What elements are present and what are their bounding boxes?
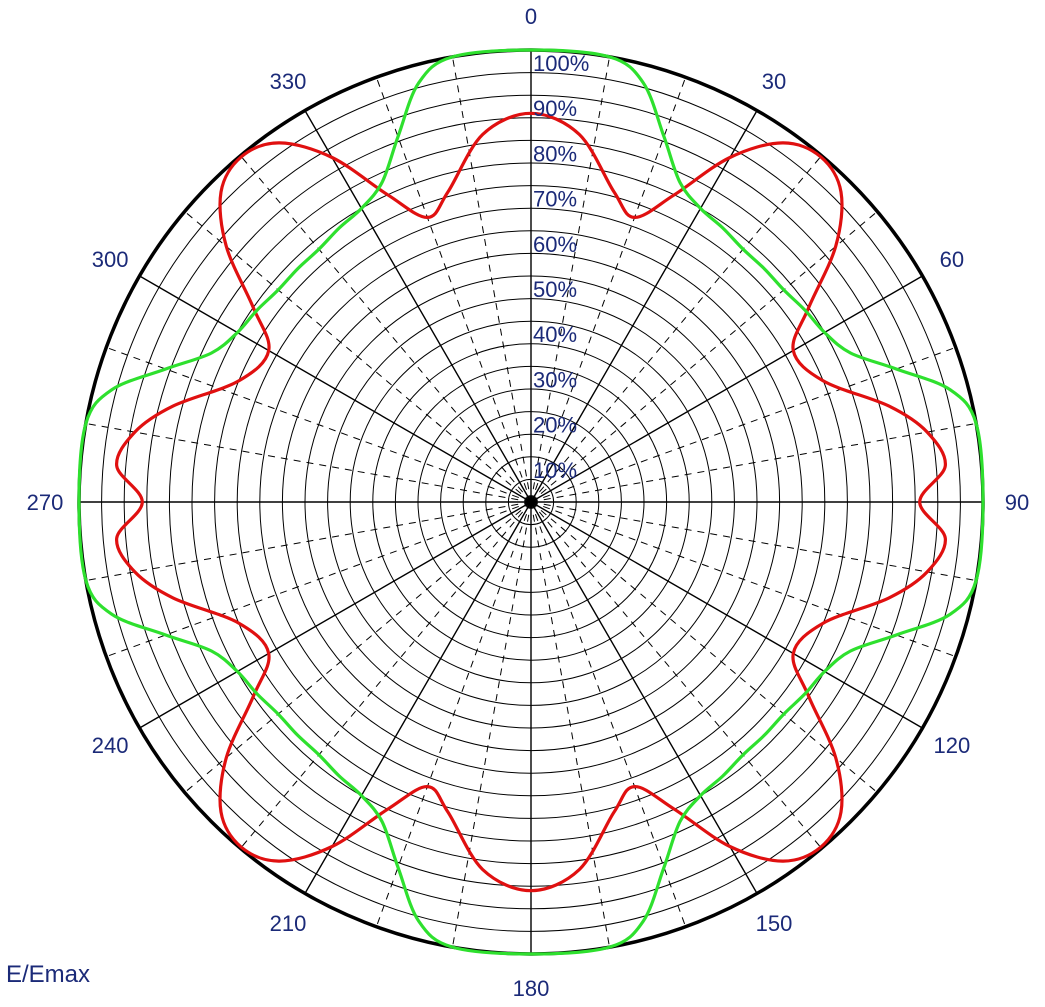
polar-grid <box>77 48 985 956</box>
radial-tick-label: 90% <box>533 96 577 121</box>
angle-tick-label: 30 <box>762 69 786 94</box>
radial-tick-label: 80% <box>533 141 577 166</box>
radial-ring <box>168 139 894 865</box>
radial-ring <box>327 298 735 706</box>
radial-tick-label: 50% <box>533 277 577 302</box>
radial-ring <box>417 388 645 616</box>
radial-ring <box>101 72 961 932</box>
radial-ring <box>440 411 622 593</box>
radial-ring <box>507 478 555 526</box>
radial-ring <box>281 252 781 752</box>
angle-tick-label: 150 <box>756 911 793 936</box>
radial-ring <box>236 207 826 797</box>
series-layer <box>77 48 985 956</box>
radial-ring <box>394 365 668 639</box>
radial-ring <box>259 230 803 774</box>
radial-tick-label: 30% <box>533 367 577 392</box>
radial-tick-label: 70% <box>533 187 577 212</box>
angle-tick-label: 0 <box>525 4 537 29</box>
radial-tick-label: 60% <box>533 232 577 257</box>
angle-tick-label: 240 <box>92 733 129 758</box>
angle-tick-label: 330 <box>270 69 307 94</box>
radial-ring <box>372 343 690 661</box>
radial-ring <box>304 275 758 729</box>
radial-tick-label: 10% <box>533 458 577 483</box>
series-red-curve <box>115 111 947 893</box>
angle-tick-label: 300 <box>92 247 129 272</box>
radial-ring <box>485 456 577 548</box>
angle-tick-label: 270 <box>27 490 64 515</box>
radial-ring <box>191 162 871 842</box>
radial-tick-label: 100% <box>533 51 589 76</box>
radial-ring <box>214 185 848 819</box>
tick-labels: 0 30 60 90 120 150 180 210 240 270 300 330 10% 20% 30%… <box>27 4 1030 1001</box>
angle-tick-label: 210 <box>270 911 307 936</box>
angle-tick-label: 180 <box>513 976 550 1001</box>
radial-tick-label: 20% <box>533 413 577 438</box>
angle-tick-label: 60 <box>940 247 964 272</box>
radial-ring <box>349 320 713 684</box>
angle-tick-label: 90 <box>1005 490 1029 515</box>
series-green-curve <box>77 48 985 956</box>
radial-ring <box>123 94 939 910</box>
radial-axis-unit-label: E/Emax <box>6 961 90 988</box>
radial-tick-label: 40% <box>533 322 577 347</box>
radial-ring <box>146 117 916 887</box>
angle-tick-label: 120 <box>934 733 971 758</box>
radial-ring <box>462 433 600 571</box>
